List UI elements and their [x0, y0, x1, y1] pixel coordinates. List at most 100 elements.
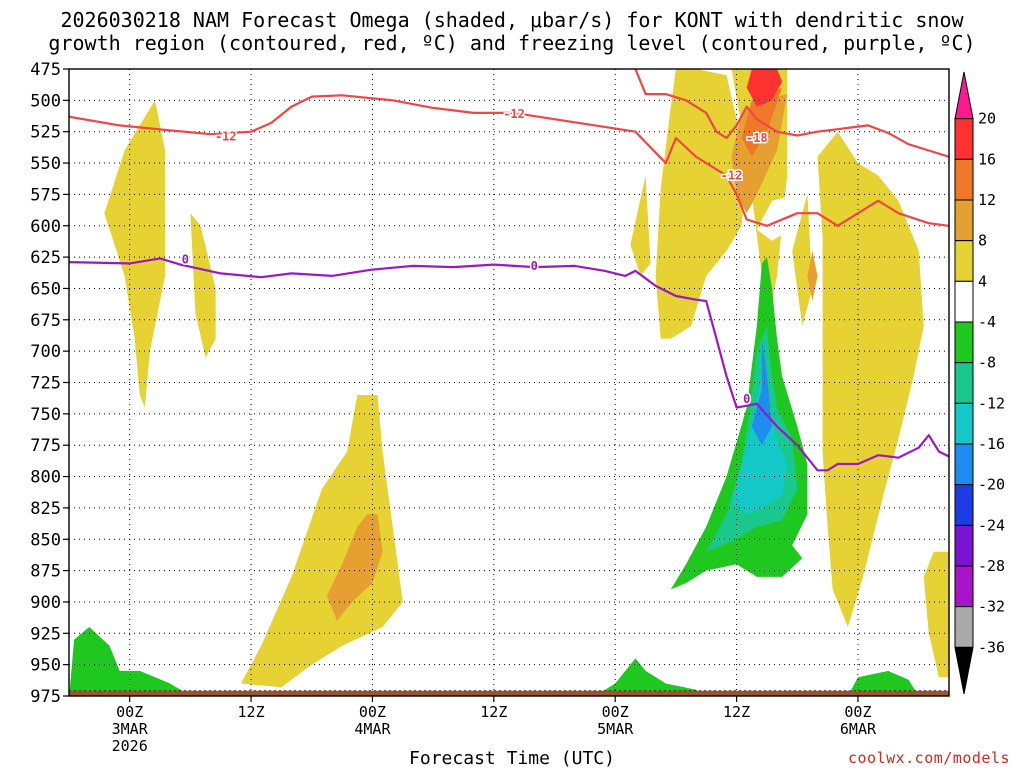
omega-region-9 [326, 514, 383, 621]
colorbar-label-7: -12 [978, 394, 1005, 412]
contour-labels: -12 -12 -18 -12 0 0 0 [180, 106, 769, 408]
colorbar-label-13: -36 [978, 638, 1005, 656]
terrain-fill [69, 690, 949, 696]
colorbar-label-10: -24 [978, 516, 1005, 534]
colorbar-bin-11 [954, 524, 974, 567]
grid-lines [69, 69, 949, 696]
colorbar-label-12: -32 [978, 598, 1005, 616]
y-tick-label-875: 875 [30, 562, 61, 582]
y-tick-label-750: 750 [30, 405, 61, 425]
omega-region-8 [923, 551, 949, 678]
colorbar-bin-7 [954, 362, 974, 404]
colorbar-label-11: -28 [978, 557, 1005, 575]
contour-label-3: -12 [721, 169, 743, 183]
y-tick-label-575: 575 [30, 185, 61, 205]
x-tick-label-6-3: 2026 [112, 737, 148, 755]
colorbar-bin-2 [954, 158, 974, 201]
contour-label-0: -12 [215, 130, 237, 144]
colorbar-bin-13 [954, 606, 974, 648]
colorbar-bin-1 [954, 118, 974, 160]
x-tick-label-66-1: 12Z [723, 703, 750, 721]
y-tick-label-650: 650 [30, 279, 61, 299]
omega-region-1 [190, 213, 216, 358]
y-tick-label-775: 775 [30, 436, 61, 456]
credit-text: coolwx.com/models [847, 749, 1010, 767]
colorbar-label-4: 4 [978, 272, 987, 290]
y-tick-label-900: 900 [30, 593, 61, 613]
omega-region-16 [595, 658, 707, 696]
x-tick-label-54-2: 5MAR [597, 720, 634, 738]
colorbar-label-0: 20 [978, 110, 996, 128]
x-axis-title: Forecast Time (UTC) [409, 748, 615, 769]
x-tick-label-6-2: 3MAR [112, 720, 149, 738]
y-tick-label-625: 625 [30, 248, 61, 268]
y-tick-label-825: 825 [30, 499, 61, 519]
omega-region-0 [104, 100, 166, 408]
x-tick-label-78-1: 00Z [844, 703, 871, 721]
omega-region-13 [746, 69, 783, 107]
x-tick-label-30-2: 4MAR [354, 720, 391, 738]
y-tick-label-800: 800 [30, 468, 61, 488]
y-tick-label-525: 525 [30, 123, 61, 143]
colorbar-bin-9 [954, 443, 974, 486]
colorbar-label-2: 12 [978, 191, 996, 209]
colorbar-bin-12 [954, 565, 974, 608]
contour-label-1: -12 [503, 107, 525, 121]
omega-region-2 [241, 395, 403, 688]
contour-label-6: 0 [743, 392, 750, 406]
contour-label-2: -18 [746, 131, 768, 145]
y-tick-label-500: 500 [30, 91, 61, 111]
omega-region-15 [69, 627, 191, 696]
chart-title-line-2: growth region (contoured, red, ºC) and f… [48, 31, 976, 55]
y-tick-label-925: 925 [30, 624, 61, 644]
y-tick-label-675: 675 [30, 311, 61, 331]
y-axis: 475 500 525 550 575 600 625 650 675 700 725 750 775 8… [30, 60, 69, 707]
colorbar-label-5: -4 [978, 313, 996, 331]
omega-shading [69, 69, 949, 696]
colorbar-label-9: -20 [978, 476, 1005, 494]
x-tick-label-30-1: 00Z [359, 703, 386, 721]
colorbar-bin-4 [954, 240, 974, 282]
colorbar-bin-8 [954, 402, 974, 445]
omega-region-6 [792, 194, 813, 327]
y-tick-label-850: 850 [30, 530, 61, 550]
colorbar-bin-14 [954, 646, 974, 695]
colorbar-bin-6 [954, 321, 974, 364]
contour-label-5: 0 [531, 259, 538, 273]
y-tick-label-550: 550 [30, 154, 61, 174]
colorbar-bin-0 [954, 71, 974, 120]
x-tick-label-18-1: 12Z [238, 703, 265, 721]
omega-region-3 [630, 175, 651, 276]
colorbar-label-8: -16 [978, 435, 1005, 453]
purple-0c-freezing-level [69, 257, 949, 472]
contour-lines [69, 69, 949, 472]
omega-region-17 [847, 670, 919, 696]
x-tick-label-6-1: 00Z [116, 703, 143, 721]
y-tick-label-950: 950 [30, 656, 61, 676]
colorbar: 20 16 12 8 4 -4 -8 -12 -16 -20 -24 -28 -32 -36 [954, 71, 1005, 695]
colorbar-label-1: 16 [978, 150, 996, 168]
chart-title-line-1: 2026030218 NAM Forecast Omega (shaded, μ… [60, 8, 964, 32]
y-tick-label-600: 600 [30, 217, 61, 237]
y-tick-label-975: 975 [30, 687, 61, 707]
omega-region-7 [817, 131, 924, 627]
contour-label-4: 0 [182, 253, 189, 267]
omega-region-14 [756, 194, 798, 241]
colorbar-label-3: 8 [978, 232, 987, 250]
red-12c-upper [69, 94, 949, 227]
colorbar-bin-10 [954, 484, 974, 526]
colorbar-bin-5 [954, 280, 974, 323]
colorbar-bin-3 [954, 199, 974, 242]
x-tick-label-54-1: 00Z [602, 703, 629, 721]
y-tick-label-700: 700 [30, 342, 61, 362]
omega-region-21 [751, 338, 772, 446]
terrain-band [69, 690, 949, 696]
y-tick-label-725: 725 [30, 374, 61, 394]
colorbar-label-6: -8 [978, 354, 996, 372]
y-tick-label-475: 475 [30, 60, 61, 80]
x-tick-label-78-2: 6MAR [840, 720, 877, 738]
x-tick-label-42-1: 12Z [480, 703, 507, 721]
red-12c-lower [634, 69, 949, 158]
